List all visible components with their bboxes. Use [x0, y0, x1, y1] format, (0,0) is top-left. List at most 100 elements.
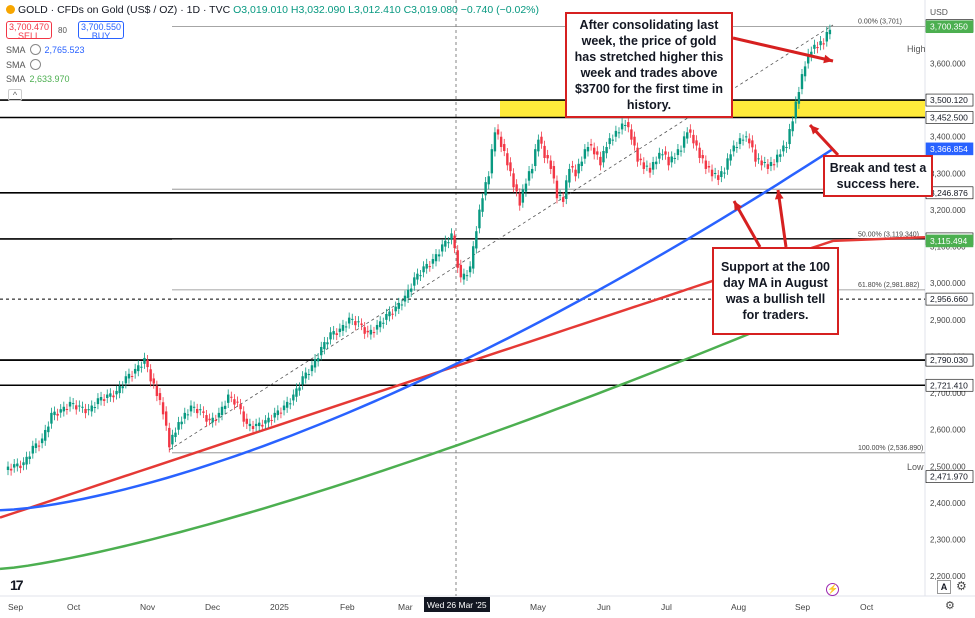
buy-price: 3,700.550 [80, 22, 122, 32]
candle-body [782, 145, 785, 152]
candle-body [642, 162, 646, 169]
candle-body [186, 414, 190, 416]
fib-label: 50.00% (3,119.340) [858, 232, 919, 239]
candle-body [549, 160, 552, 169]
candle-body [133, 368, 137, 374]
candle-body [323, 342, 326, 350]
candle-body [499, 136, 503, 147]
settings-icon[interactable]: ⚙ [956, 579, 967, 593]
candle-body [667, 156, 670, 166]
sma-indicator-1[interactable]: SMA 2,765.523 [6, 44, 85, 55]
candle-body [828, 29, 832, 35]
collapse-legend-icon[interactable]: ^ [8, 89, 22, 101]
candle-body [478, 209, 481, 229]
candle-body [99, 397, 103, 401]
candle-body [754, 149, 757, 162]
candle-body [102, 399, 106, 401]
candle-body [689, 129, 692, 133]
candle-body [726, 158, 729, 170]
candle-body [775, 154, 779, 163]
price-badge-label: 3,452.500 [930, 112, 968, 122]
y-tick-label: 3,300.000 [930, 169, 966, 178]
candle-body [757, 158, 760, 160]
chart-settings-icon[interactable]: ⚙ [945, 600, 955, 612]
candle-body [555, 180, 559, 199]
candle-body [530, 168, 534, 174]
candle-body [453, 235, 456, 249]
candle-body [220, 406, 224, 416]
candle-body [574, 169, 577, 177]
symbol-header[interactable]: GOLD · CFDs on Gold (US$ / OZ) · 1D · TV… [6, 4, 539, 16]
candle-body [441, 244, 444, 252]
candle-body [155, 385, 159, 397]
candle-body [124, 376, 128, 384]
sma-indicator-3[interactable]: SMA 2,633.970 [6, 74, 70, 84]
candle-body [112, 395, 115, 398]
price-badge [925, 353, 974, 367]
candle-body [419, 275, 422, 277]
candle-body [710, 169, 714, 177]
auto-scale-icon[interactable]: A [937, 580, 951, 594]
sell-label: SELL [17, 31, 41, 41]
candle-body [785, 146, 788, 148]
price-badge [925, 234, 974, 248]
candle-body [62, 406, 66, 412]
buy-button[interactable]: 3,700.550 BUY [78, 21, 124, 41]
sma-indicator-2[interactable]: SMA [6, 59, 45, 70]
candle-body [87, 409, 90, 411]
x-tick-label: Dec [205, 602, 221, 612]
candle-body [375, 324, 379, 330]
candle-body [813, 44, 816, 49]
candle-body [676, 149, 680, 156]
high-label: High [907, 44, 926, 54]
candle-body [78, 405, 81, 407]
lightning-icon[interactable]: ⚡ [826, 583, 839, 596]
price-badge [925, 378, 974, 392]
candle-body [341, 324, 345, 331]
candle-body [195, 408, 199, 414]
candle-body [692, 134, 695, 144]
candle-body [316, 358, 320, 362]
candle-body [71, 403, 75, 405]
candle-body [735, 146, 739, 148]
candle-body [444, 240, 447, 247]
candle-body [236, 401, 239, 403]
candle-body [177, 422, 180, 430]
y-tick-label: 2,300.000 [930, 536, 966, 545]
candle-body [586, 146, 590, 152]
candle-body [605, 146, 608, 154]
candle-body [655, 161, 658, 165]
candle-body [568, 168, 571, 183]
candle-body [779, 154, 782, 157]
candle-body [717, 175, 720, 180]
candle-body [326, 342, 329, 345]
candle-body [394, 306, 397, 312]
candle-body [490, 149, 494, 174]
candle-body [611, 139, 614, 141]
sell-button[interactable]: 3,700.470 SELL [6, 21, 52, 41]
x-tick-label: Oct [860, 602, 874, 612]
candle-body [518, 193, 521, 206]
candle-body [50, 412, 53, 424]
fib-label: 61.80% (2,981.882) [858, 282, 920, 289]
candle-body [648, 167, 652, 173]
candle-body [468, 266, 472, 273]
candle-body [664, 151, 667, 155]
candle-body [344, 326, 348, 328]
y-tick-label: 3,200.000 [930, 206, 966, 215]
candle-body [223, 405, 227, 409]
candle-body [289, 403, 292, 405]
candle-body [385, 313, 388, 320]
indicator-settings-icon[interactable] [29, 44, 41, 55]
x-tick-label: Sep [795, 602, 810, 612]
candle-body [313, 359, 317, 368]
candle-body [372, 332, 376, 334]
candle-body [527, 171, 531, 181]
annotation-support: Support at the 100 day MA in August was … [712, 247, 839, 335]
candle-body [800, 74, 804, 90]
candle-body [413, 277, 416, 286]
x-tick-label: Sep [8, 602, 23, 612]
candle-body [68, 401, 72, 407]
eye-hidden-icon[interactable] [29, 59, 41, 70]
x-tick-label: Aug [731, 602, 746, 612]
